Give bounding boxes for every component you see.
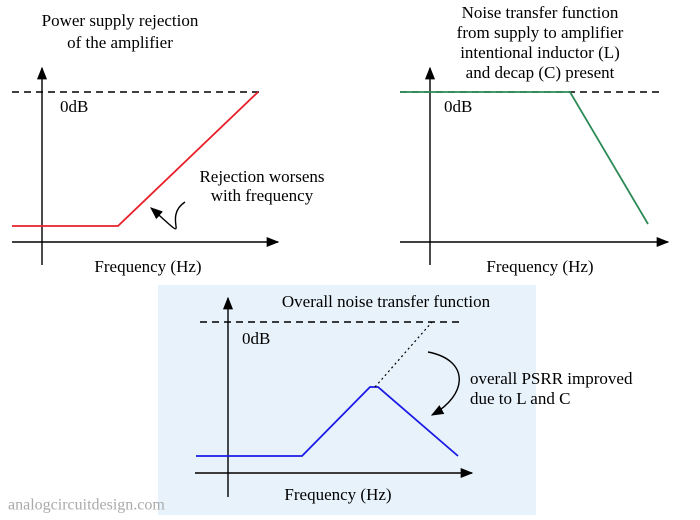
title: Noise transfer function [462,3,619,22]
title: from supply to amplifier [457,23,624,42]
title: Power supply rejection [42,11,199,30]
zero-db-label: 0dB [60,97,88,116]
title: of the amplifier [67,33,173,52]
ntf-curve [400,91,649,225]
annotation: due to L and C [470,389,570,408]
overall-curve [196,386,459,457]
x-axis-label: Frequency (Hz) [486,257,593,276]
title: Overall noise transfer function [282,292,491,311]
x-axis-label: Frequency (Hz) [284,485,391,504]
annotation: with frequency [211,186,314,205]
title: intentional inductor (L) [460,43,620,62]
zero-db-label: 0dB [242,329,270,348]
annotation: Rejection worsens [199,167,324,186]
panel-psr: Power supply rejection of the amplifier … [12,11,325,276]
zero-db-label: 0dB [444,97,472,116]
watermark: analogcircuitdesign.com [8,497,165,514]
title: and decap (C) present [466,63,615,82]
annotation: overall PSRR improved [470,369,633,388]
x-axis-label: Frequency (Hz) [94,257,201,276]
annotation-arrow [150,201,186,230]
annotation-arrow [427,351,460,416]
panel-ntf: Noise transfer function from supply to a… [400,3,670,276]
psr-curve [12,91,259,227]
panel-overall: Overall noise transfer function 0dB over… [158,285,633,515]
